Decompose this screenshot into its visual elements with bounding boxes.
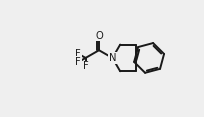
Text: F: F — [75, 49, 81, 59]
Text: F: F — [75, 57, 81, 67]
Text: O: O — [95, 31, 102, 41]
Text: N: N — [108, 53, 116, 63]
Text: F: F — [82, 61, 88, 71]
